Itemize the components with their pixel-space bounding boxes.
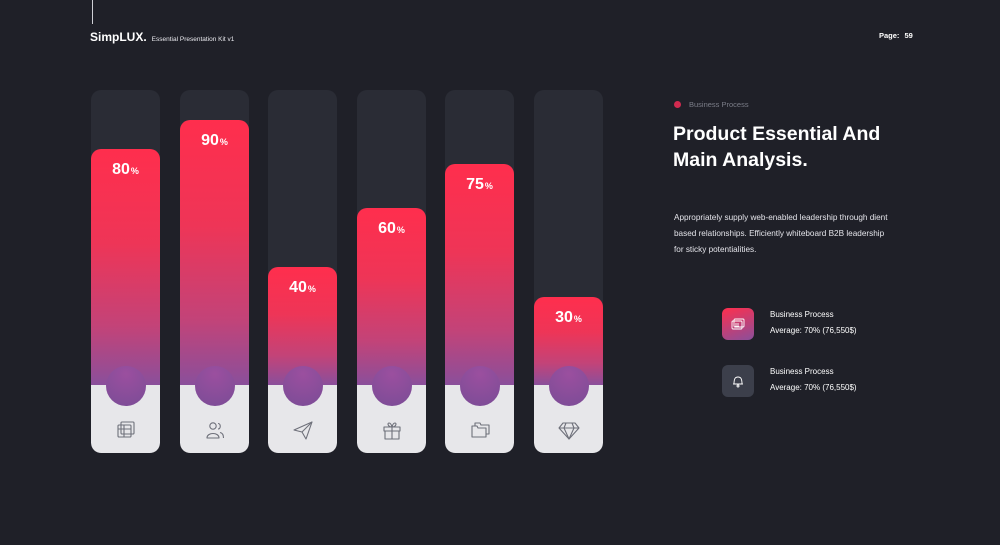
desc-line-3: for sticky potentialities. xyxy=(674,245,757,254)
bar: 75% xyxy=(445,163,514,385)
frames-icon xyxy=(115,419,137,441)
brand-name: SimpLUX. xyxy=(90,30,147,44)
page-indicator: Page: 59 xyxy=(879,31,913,40)
title-line-1: Product Essential And xyxy=(673,123,881,145)
users-icon xyxy=(204,419,226,441)
bar: 90% xyxy=(180,119,249,385)
tag-dot xyxy=(674,101,681,108)
bar-column: 40% xyxy=(268,90,337,453)
slide-title: Product Essential And Main Analysis. xyxy=(673,121,933,173)
kit-name: Essential Presentation Kit v1 xyxy=(151,36,235,43)
frames-icon xyxy=(722,308,754,340)
paper-plane-icon xyxy=(292,419,314,441)
bar-column: 30% xyxy=(534,90,603,453)
bar: 80% xyxy=(91,149,160,385)
bar-unit: % xyxy=(219,136,228,147)
bar-notch xyxy=(194,366,235,406)
legend-title: Business Process xyxy=(770,310,834,319)
page-number: 59 xyxy=(904,31,913,40)
legend-detail: Average: 70% (76,550$) xyxy=(770,326,857,335)
bar-unit: % xyxy=(130,166,139,176)
legend-title: Business Process xyxy=(770,367,834,376)
legend-item: Business Process Average: 70% (76,550$) xyxy=(722,365,857,397)
bar-value: 80 xyxy=(112,161,130,178)
bar-unit: % xyxy=(307,284,316,294)
bar-value: 90 xyxy=(201,131,219,149)
bar-value-label: 40% xyxy=(268,279,337,297)
bar-unit: % xyxy=(396,225,405,235)
bar-notch xyxy=(371,366,412,406)
bar-column: 90% xyxy=(180,90,249,453)
bar: 30% xyxy=(534,296,603,385)
bar-value-label: 30% xyxy=(534,309,603,327)
legend-detail: Average: 70% (76,550$) xyxy=(770,383,857,392)
desc-line-1: Appropriately supply web-enabled leaders… xyxy=(674,213,888,222)
bar-value-label: 75% xyxy=(445,176,514,194)
bar-value: 40 xyxy=(289,279,307,296)
bar-notch xyxy=(282,366,323,406)
bar-value-label: 80% xyxy=(91,161,160,179)
bar-value-label: 90% xyxy=(180,132,249,150)
bar-unit: % xyxy=(484,180,493,191)
diamond-icon xyxy=(557,419,580,441)
tag-label: Business Process xyxy=(689,100,749,109)
brand: SimpLUX. Essential Presentation Kit v1 xyxy=(90,30,234,44)
folders-icon xyxy=(469,419,491,441)
gift-icon xyxy=(381,419,403,441)
bar-value: 30 xyxy=(555,308,573,326)
bar-value: 75 xyxy=(466,175,484,193)
bar: 60% xyxy=(357,208,426,385)
bell-icon xyxy=(722,365,754,397)
legend-item: Business Process Average: 70% (76,550$) xyxy=(722,308,857,340)
bar: 40% xyxy=(268,267,337,385)
bar-column: 60% xyxy=(357,90,426,453)
title-line-2: Main Analysis. xyxy=(673,149,808,171)
bar-notch xyxy=(459,366,500,406)
bar-unit: % xyxy=(573,313,582,324)
bar-notch xyxy=(105,366,146,406)
bar-value: 60 xyxy=(378,220,396,237)
bar-notch xyxy=(548,366,589,406)
bar-column: 80% xyxy=(91,90,160,453)
section-tag: Business Process xyxy=(674,100,749,109)
desc-line-2: based relationships. Efficiently whitebo… xyxy=(674,229,885,238)
header-divider-line xyxy=(92,0,93,24)
page-label: Page: xyxy=(879,31,900,40)
bar-value-label: 60% xyxy=(357,220,426,238)
slide-description: Appropriately supply web-enabled leaders… xyxy=(674,210,904,258)
bar-column: 75% xyxy=(445,90,514,453)
